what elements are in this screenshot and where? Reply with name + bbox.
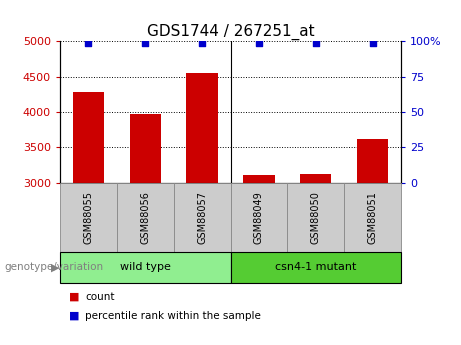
Text: GSM88055: GSM88055 [83,191,94,244]
Text: ■: ■ [69,292,80,302]
Point [85,40,92,46]
Text: GSM88051: GSM88051 [367,191,378,244]
Title: GDS1744 / 267251_at: GDS1744 / 267251_at [147,24,314,40]
Bar [130,114,161,183]
Text: GSM88050: GSM88050 [311,191,321,244]
Text: ▶: ▶ [51,263,59,272]
Text: wild type: wild type [120,263,171,272]
Text: GSM88056: GSM88056 [140,191,150,244]
Point [369,40,376,46]
Bar [186,72,218,183]
Point [198,40,206,46]
Bar [243,175,275,183]
Bar [73,92,104,183]
Text: ■: ■ [69,311,80,321]
Text: GSM88057: GSM88057 [197,191,207,244]
Text: count: count [85,292,115,302]
Text: csn4-1 mutant: csn4-1 mutant [275,263,356,272]
Point [142,40,149,46]
Bar [357,139,388,183]
Text: genotype/variation: genotype/variation [5,263,104,272]
Bar [300,174,331,183]
Point [255,40,263,46]
Text: GSM88049: GSM88049 [254,191,264,244]
Point [312,40,319,46]
Text: percentile rank within the sample: percentile rank within the sample [85,311,261,321]
